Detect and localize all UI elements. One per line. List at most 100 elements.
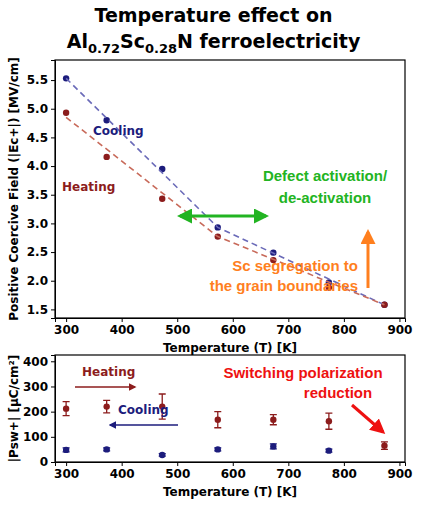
- error-bar: [270, 444, 277, 449]
- figure: Temperature effect on Al0.72Sc0.28N ferro…: [0, 0, 427, 512]
- x-tick-label: 900: [387, 467, 412, 481]
- title-line: Al0.72Sc0.28N ferroelectricity: [67, 30, 361, 56]
- x-axis-line: [56, 319, 406, 323]
- annotation-text: the grain boundaries: [210, 277, 358, 294]
- x-tick: 400: [110, 462, 135, 481]
- x-tick-label: 600: [221, 467, 246, 481]
- annotation-text: Sc segregation to: [232, 257, 358, 274]
- x-tick-label: 400: [110, 323, 135, 337]
- title: Temperature effect on Al0.72Sc0.28N ferro…: [67, 4, 361, 56]
- y-tick: 300: [23, 380, 55, 394]
- annotation-text: reduction: [304, 384, 372, 401]
- data-area: [63, 394, 388, 458]
- y-tick: 5.0: [27, 102, 55, 116]
- series-line: [66, 117, 384, 304]
- x-tick: 500: [165, 462, 190, 481]
- x-tick: 800: [332, 318, 357, 337]
- x-tick-label: 900: [387, 323, 412, 337]
- annotation-text: Defect activation/: [263, 167, 388, 184]
- data-point: [103, 154, 109, 160]
- title-line: Temperature effect on: [95, 4, 333, 26]
- series-label: Heating: [82, 365, 135, 379]
- y-tick-mark: [51, 252, 55, 253]
- y-tick-mark: [51, 309, 55, 310]
- series: [66, 117, 384, 304]
- y-tick-label: 4.0: [27, 159, 48, 173]
- data-point: [159, 196, 165, 202]
- y-tick-mark: [51, 223, 55, 224]
- title-part: Al: [67, 30, 88, 52]
- x-tick-label: 700: [276, 323, 301, 337]
- x-tick-mark: [399, 318, 400, 322]
- series: [63, 394, 388, 449]
- y-tick-label: 1.5: [27, 303, 48, 317]
- y-axis-title: Positive Coercive Field (|Ec+|) [MV/cm]: [7, 57, 21, 321]
- y-axis: 1.52.02.53.03.54.04.55.05.5: [27, 61, 56, 319]
- data-point: [381, 302, 387, 308]
- annotation: Sc segregation to the grain boundaries: [210, 232, 368, 294]
- y-tick-mark: [51, 412, 55, 413]
- data-area: [63, 75, 388, 308]
- data-point: [159, 452, 165, 458]
- x-tick-mark: [122, 318, 123, 322]
- annotation: Defect activation/de-activation: [180, 167, 388, 216]
- x-tick-label: 600: [221, 323, 246, 337]
- series-label: Heating: [62, 180, 115, 194]
- chart: 3004005006007008009000100200300400Temper…: [7, 355, 413, 499]
- y-tick-mark: [51, 80, 55, 81]
- x-tick: 400: [110, 318, 135, 337]
- x-tick-label: 800: [332, 467, 357, 481]
- x-tick: 600: [221, 318, 246, 337]
- x-axis: 300400500600700800900: [54, 318, 412, 337]
- x-tick-label: 300: [54, 323, 79, 337]
- x-tick: 900: [387, 318, 412, 337]
- x-tick-label: 700: [276, 467, 301, 481]
- x-tick-mark: [177, 462, 178, 466]
- x-tick: 700: [276, 462, 301, 481]
- x-tick: 300: [54, 462, 79, 481]
- x-tick-mark: [233, 318, 234, 322]
- x-tick: 800: [332, 462, 357, 481]
- annotation-arrow: [180, 215, 266, 218]
- error-bar: [103, 400, 110, 413]
- y-tick-label: 2.5: [27, 245, 48, 259]
- x-tick: 300: [54, 318, 79, 337]
- title-part: N ferroelectricity: [177, 30, 361, 52]
- y-tick: 3.5: [27, 188, 55, 202]
- annotation-text: de-activation: [279, 189, 372, 206]
- x-tick-mark: [288, 462, 289, 466]
- x-tick: 700: [276, 318, 301, 337]
- chart: 3004005006007008009001.52.02.53.03.54.04…: [7, 57, 413, 355]
- plot-frame: [55, 60, 405, 318]
- data-point: [103, 403, 109, 409]
- series-label: Cooling: [93, 124, 144, 138]
- y-tick-label: 300: [23, 380, 48, 394]
- data-point: [103, 117, 109, 123]
- x-tick-label: 800: [332, 323, 357, 337]
- y-tick-mark: [51, 437, 55, 438]
- title-part: 0.28: [145, 41, 177, 56]
- data-point: [381, 442, 387, 448]
- y-axis-line: [51, 61, 56, 319]
- plot-frame: [55, 355, 405, 462]
- series-arrow-line: [110, 424, 178, 426]
- title-part: Sc: [120, 30, 145, 52]
- data-point: [326, 418, 332, 424]
- y-tick-label: 3.0: [27, 217, 48, 231]
- error-bar: [63, 402, 70, 416]
- data-point: [270, 417, 276, 423]
- y-tick-label: 5.5: [27, 73, 48, 87]
- title-part: 0.72: [88, 41, 120, 56]
- annotation-arrow: [367, 232, 370, 288]
- x-tick-label: 300: [54, 467, 79, 481]
- x-tick: 600: [221, 462, 246, 481]
- data-point: [63, 110, 69, 116]
- data-point: [381, 302, 387, 308]
- y-tick-label: 5.0: [27, 102, 48, 116]
- x-tick-mark: [66, 318, 67, 322]
- y-tick: 3.0: [27, 217, 55, 231]
- series: [63, 443, 333, 458]
- y-tick-mark: [51, 462, 55, 463]
- x-tick-mark: [122, 462, 123, 466]
- x-tick-mark: [177, 318, 178, 322]
